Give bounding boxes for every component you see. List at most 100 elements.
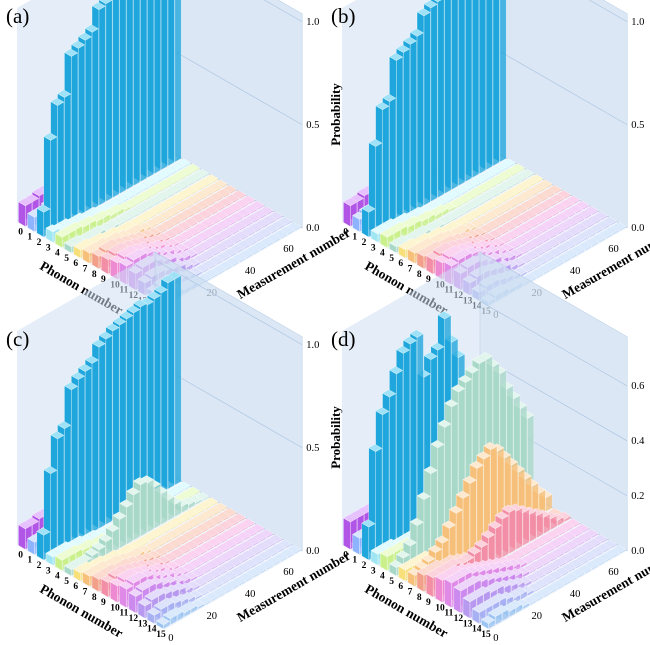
y-tick-label: 0.0 [306,546,319,557]
x-tick-label: 1 [352,556,357,566]
z-tick-label: 60 [608,567,619,578]
bar [361,519,376,561]
x-tick-label: 5 [389,254,394,264]
x-tick-label: 2 [37,561,42,571]
z-tick-label: 20 [207,611,218,622]
x-tick-label: 2 [362,238,367,248]
x-tick-label: 7 [408,588,413,598]
x-tick-label: 0 [18,550,23,560]
x-tick-label: 4 [55,249,60,259]
y-tick-label: 1.0 [306,17,319,28]
bar [245,536,260,547]
bar [379,549,394,572]
x-tick-label: 5 [64,254,69,264]
x-tick-label: 9 [426,275,431,285]
y-tick-label: 0.6 [631,381,644,392]
bar [361,204,376,238]
x-tick-label: 9 [101,275,106,285]
x-tick-label: 1 [27,556,32,566]
x-tick-label: 8 [417,593,422,603]
x-tick-label: 10 [435,603,445,613]
bar [536,202,551,212]
bar [160,188,175,199]
x-tick-label: 0 [343,550,348,560]
z-tick-label: 0 [493,633,498,644]
z-tick-label: 0 [168,633,173,644]
bar [487,197,502,208]
bar [370,226,385,243]
x-tick-label: 4 [380,572,385,582]
z-tick-label: 40 [570,589,581,600]
x-tick-label: 6 [398,582,403,592]
y-gridline [479,300,628,387]
z-tick-label: 60 [283,567,294,578]
x-tick-label: 8 [417,270,422,280]
x-tick-label: 1 [352,233,357,243]
bar [379,229,394,249]
x-tick-label: 9 [426,598,431,608]
x-tick-label: 10 [110,603,120,613]
x-tick-label: 14 [472,625,482,635]
y-tick-label: 0.5 [306,120,319,131]
bar [204,528,219,539]
x-tick-label: 13 [138,619,148,629]
y-tick-label: 1.0 [631,17,644,28]
bar [137,598,152,619]
z-tick-label: 20 [532,611,543,622]
bar [398,242,413,259]
y-axis-title: Probability [328,83,343,146]
bar [547,571,562,581]
z-tick-label: 40 [570,266,581,277]
bar [188,559,203,569]
x-tick-label: 2 [37,238,42,248]
x-tick-label: 5 [389,577,394,587]
bar [195,523,210,533]
x-tick-label: 14 [147,625,157,635]
x-tick-label: 12 [454,614,464,624]
y-gridline [588,0,628,23]
bar [559,522,574,532]
panel-d: 0.0 0.2 0.4 0.6 0 1 2 3 4 5 6 7 8 9 10 11 12 13 14 15 Phonon… [325,251,650,645]
panel-label-a: (a) [6,4,30,28]
bar [543,261,558,271]
x-tick-label: 6 [398,259,403,269]
x-tick-label: 11 [119,609,128,619]
z-tick-label: 60 [608,244,619,255]
bar [471,604,486,625]
y-gridline [154,259,303,346]
bar [183,186,198,196]
y-tick-label: 0.2 [631,491,644,502]
chart-d: 0.00.20.40.60123456789101112131415Phonon… [342,251,650,644]
x-tick-label: 15 [481,630,491,640]
bar [568,527,583,538]
x-tick-label: 0 [18,227,23,237]
x-tick-label: 4 [380,249,385,259]
bar [142,209,157,220]
panel-label-d: (d) [331,327,356,351]
bar [218,584,233,594]
bar [36,204,51,238]
x-tick-label: 0 [343,227,348,237]
panel-label-b: (b) [331,4,356,28]
bar [579,219,594,229]
bar [162,520,177,531]
bar [195,232,210,242]
x-tick-label: 8 [92,270,97,280]
bar [195,200,210,210]
x-tick-label: 3 [371,243,376,253]
x-tick-label: 12 [129,614,139,624]
bar [188,236,203,246]
panel-c: 0.0 0.5 1.0 0 1 2 3 4 5 6 7 8 9 10 11 12 13 14 15 Phonon nu… [0,251,353,645]
x-tick-label: 1 [27,233,32,243]
x-tick-label: 7 [408,265,413,275]
x-tick-label: 13 [463,619,473,629]
x-tick-label: 3 [371,566,376,576]
bar [474,174,489,184]
z-tick-label: 60 [283,244,294,255]
x-tick-label: 3 [46,243,51,253]
y-tick-label: 0.5 [631,120,644,131]
x-tick-label: 7 [83,265,88,275]
x-tick-label: 15 [156,630,166,640]
x-tick-label: 5 [64,577,69,587]
y-tick-label: 0.0 [306,223,319,234]
